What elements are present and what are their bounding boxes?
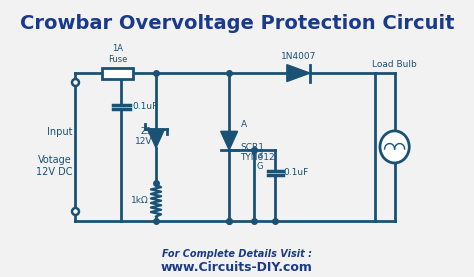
- Polygon shape: [221, 131, 237, 150]
- Text: Z1
12V: Z1 12V: [135, 127, 152, 146]
- Text: 3
G: 3 G: [257, 151, 264, 171]
- Polygon shape: [147, 129, 164, 148]
- Text: SCR1
TYN612: SCR1 TYN612: [240, 143, 274, 162]
- Text: 1A
Fuse: 1A Fuse: [108, 44, 127, 64]
- Text: 0.1uF: 0.1uF: [284, 168, 309, 177]
- Text: 0.1uF: 0.1uF: [132, 102, 157, 111]
- Circle shape: [380, 131, 409, 163]
- Bar: [102, 68, 133, 79]
- Text: Input: Input: [46, 127, 72, 137]
- Text: 1kΩ: 1kΩ: [130, 196, 148, 205]
- Text: www.Circuits-DIY.com: www.Circuits-DIY.com: [161, 261, 313, 274]
- Text: For Complete Details Visit :: For Complete Details Visit :: [162, 249, 312, 259]
- Text: Votage
12V DC: Votage 12V DC: [36, 155, 72, 177]
- Text: Load Bulb: Load Bulb: [372, 60, 417, 69]
- Text: 1N4007: 1N4007: [281, 52, 316, 61]
- Text: Crowbar Overvoltage Protection Circuit: Crowbar Overvoltage Protection Circuit: [19, 14, 454, 33]
- Polygon shape: [287, 65, 310, 81]
- Text: A: A: [241, 120, 247, 129]
